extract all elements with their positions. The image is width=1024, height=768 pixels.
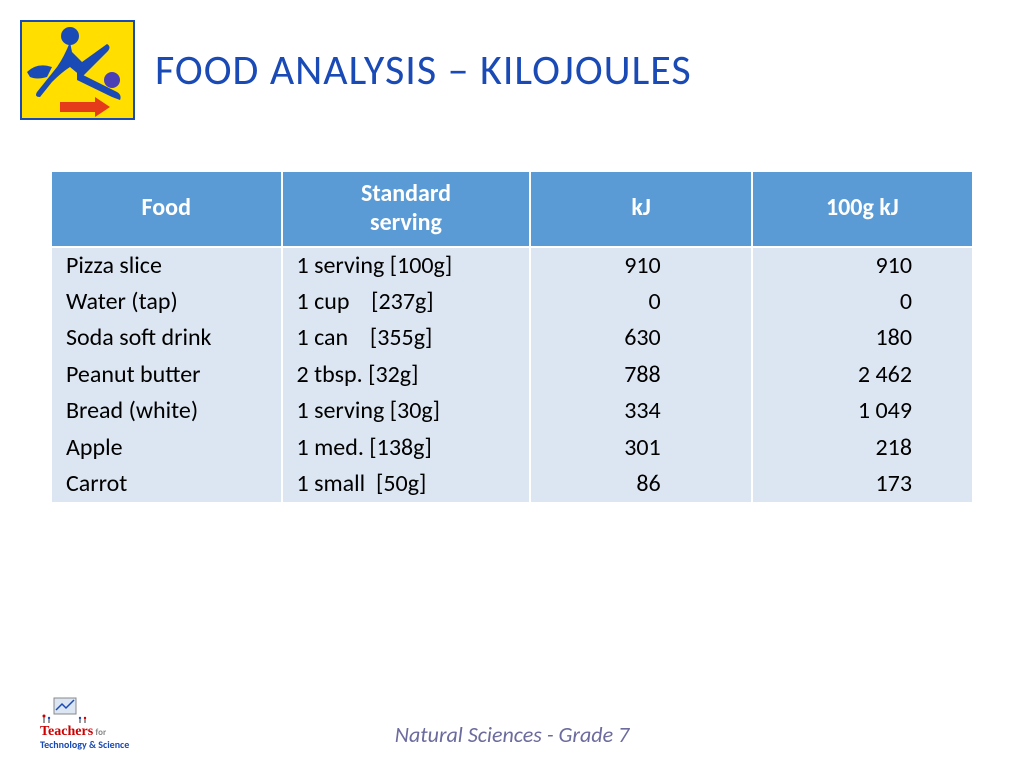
cell-kj: 910 — [530, 247, 751, 284]
cell-100g: 910 — [752, 247, 973, 284]
cell-food: Bread (white) — [51, 393, 282, 429]
cell-kj: 334 — [530, 393, 751, 429]
cell-kj: 301 — [530, 430, 751, 466]
food-table: Food Standard serving kJ 100g kJ Pizza s… — [50, 170, 974, 502]
cell-serving: 1 serving [30g] — [282, 393, 531, 429]
cell-100g: 218 — [752, 430, 973, 466]
table-row: Pizza slice1 serving [100g]910910 — [51, 247, 973, 284]
cell-serving: 1 serving [100g] — [282, 247, 531, 284]
cell-kj: 788 — [530, 357, 751, 393]
cell-100g: 173 — [752, 466, 973, 502]
col-100g: 100g kJ — [752, 171, 973, 247]
cell-100g: 180 — [752, 320, 973, 356]
cell-food: Water (tap) — [51, 284, 282, 320]
table-row: Peanut butter2 tbsp. [32g]7882 462 — [51, 357, 973, 393]
cell-food: Pizza slice — [51, 247, 282, 284]
cell-serving: 1 cup [237g] — [282, 284, 531, 320]
table-row: Bread (white)1 serving [30g]3341 049 — [51, 393, 973, 429]
cell-serving: 2 tbsp. [32g] — [282, 357, 531, 393]
cell-food: Peanut butter — [51, 357, 282, 393]
cell-kj: 86 — [530, 466, 751, 502]
footer-text: Natural Sciences - Grade 7 — [0, 721, 1024, 748]
slide-title: FOOD ANALYSIS – KILOJOULES — [155, 45, 692, 96]
col-food: Food — [51, 171, 282, 247]
cell-100g: 0 — [752, 284, 973, 320]
cell-100g: 2 462 — [752, 357, 973, 393]
slide-logo — [20, 20, 135, 120]
cell-kj: 630 — [530, 320, 751, 356]
cell-food: Carrot — [51, 466, 282, 502]
cell-food: Apple — [51, 430, 282, 466]
col-serving: Standard serving — [282, 171, 531, 247]
cell-serving: 1 small [50g] — [282, 466, 531, 502]
table-row: Soda soft drink1 can [355g]630180 — [51, 320, 973, 356]
table-row: Carrot1 small [50g]86173 — [51, 466, 973, 502]
cell-serving: 1 med. [138g] — [282, 430, 531, 466]
table-row: Water (tap)1 cup [237g]00 — [51, 284, 973, 320]
table-header-row: Food Standard serving kJ 100g kJ — [51, 171, 973, 247]
cell-kj: 0 — [530, 284, 751, 320]
col-kj: kJ — [530, 171, 751, 247]
cell-food: Soda soft drink — [51, 320, 282, 356]
cell-100g: 1 049 — [752, 393, 973, 429]
cell-serving: 1 can [355g] — [282, 320, 531, 356]
table-row: Apple1 med. [138g]301218 — [51, 430, 973, 466]
